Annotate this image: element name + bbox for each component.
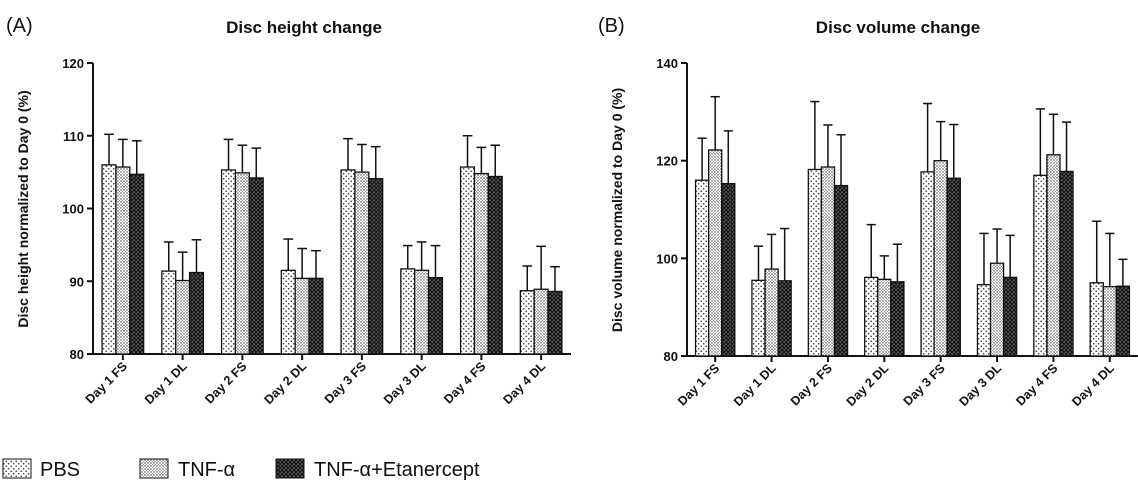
panel-b-bar-tnf-etanercept (1002, 276, 1018, 357)
panel-a-y-tick-label: 120 (62, 56, 84, 71)
panel-a-bar-tnf-etanercept (547, 290, 563, 355)
panel-a-x-tick-label: Day 1 DL (142, 359, 190, 407)
panel-a-x-tick-label: Day 4 DL (501, 359, 549, 407)
panel-b-x-tick-label: Day 2 FS (788, 361, 835, 408)
panel-a-bar-pbs (459, 166, 476, 355)
panel-b-y-tick-label: 100 (656, 251, 678, 266)
legend-swatch-tnf-etanercept (275, 458, 305, 479)
panel-a-x-tick-label: Day 3 FS (322, 359, 369, 406)
panel-b-bar-tnf (877, 278, 892, 357)
panel-a-bar-pbs (400, 268, 416, 355)
panel-b-x-tick-label: Day 3 FS (901, 361, 948, 408)
legend-label-tnf: TNF-α (178, 459, 235, 481)
panel-b-bar-tnf-etanercept (833, 184, 849, 357)
panel-b-bar-pbs (807, 168, 823, 357)
legend-swatch-pbs (2, 458, 32, 479)
panel-b-bar-tnf-etanercept (890, 281, 905, 357)
panel-b-bar-pbs (1033, 174, 1048, 357)
panel-a-bar-tnf-etanercept (188, 271, 205, 355)
panel-a-x-tick-label: Day 2 DL (262, 359, 310, 407)
panel-a-x-tick-label: Day 3 DL (381, 359, 429, 407)
panel-b-letter: (B) (598, 15, 625, 37)
panel-a-x-tick-label: Day 2 FS (202, 359, 249, 406)
panel-a-bar-pbs (340, 169, 356, 355)
panel-b-bar-tnf-etanercept (721, 182, 736, 357)
panel-a-title: Disc height change (226, 18, 382, 37)
panel-b-bar-tnf (1046, 154, 1061, 357)
panel-b-bar-tnf (820, 166, 836, 357)
panel-b: (B) Disc volume change Disc volume norma… (598, 15, 1138, 409)
panel-b-bar-tnf-etanercept (1115, 285, 1131, 357)
panel-b-bar-tnf-etanercept (1059, 170, 1074, 357)
panel-a-bar-pbs (161, 270, 177, 355)
panel-b-y-tick-label: 120 (656, 154, 678, 169)
panel-a-bar-tnf-etanercept (427, 276, 444, 355)
panel-b-bar-tnf (764, 268, 779, 357)
panel-b-x-tick-label: Day 3 DL (956, 361, 1004, 409)
panel-b-ylabel: Disc volume normalized to Day 0 (%) (609, 88, 625, 332)
panel-a-bar-tnf-etanercept (487, 175, 503, 355)
panel-a-y-tick-label: 80 (70, 347, 84, 362)
panel-b-bar-tnf (1102, 286, 1118, 357)
panel-b-title: Disc volume change (816, 18, 980, 37)
legend-label-pbs: PBS (40, 459, 80, 481)
panel-a-y-tick-label: 90 (70, 274, 84, 289)
panel-b-x-tick-label: Day 1 FS (675, 361, 722, 408)
panel-a-bar-tnf (354, 171, 370, 355)
panel-b-bar-pbs (694, 179, 710, 357)
panel-a: (A) Disc height change Disc height norma… (6, 15, 571, 407)
panel-b-bar-tnf-etanercept (946, 177, 961, 357)
panel-a-x-tick-label: Day 4 FS (441, 359, 488, 406)
panel-a-bar-tnf (234, 172, 250, 355)
panel-a-plot: 80 90 100 110 120 Day 1 FS Day 1 DL Day 2 FS Day… (62, 56, 571, 407)
legend-label-tnf-etanercept: TNF-α+Etanercept (314, 459, 480, 481)
panel-a-ylabel: Disc height normalized to Day 0 (%) (15, 90, 31, 327)
panel-b-x-tick-label: Day 4 DL (1069, 361, 1117, 409)
panel-b-bar-tnf-etanercept (777, 280, 792, 357)
panel-b-bar-pbs (976, 284, 992, 357)
panel-b-bar-tnf (707, 149, 723, 357)
panel-a-x-tick-label: Day 1 FS (83, 359, 130, 406)
panel-a-bar-pbs (101, 164, 117, 355)
panel-a-bar-tnf (473, 172, 489, 355)
panel-b-bar-pbs (920, 171, 935, 357)
panel-b-bar-tnf (989, 262, 1005, 357)
panel-b-bar-pbs (864, 276, 879, 357)
panel-b-plot: 80 100 120 140 Day 1 FS Day 1 DL Day 2 FS Day 2… (656, 56, 1138, 409)
panel-a-bar-tnf (414, 269, 430, 355)
panel-b-bar-tnf (933, 160, 948, 357)
panel-b-y-tick-label: 80 (664, 349, 678, 364)
panel-b-x-tick-label: Day 4 FS (1013, 361, 1060, 408)
legend-swatch-tnf (139, 458, 169, 479)
panel-a-bar-tnf-etanercept (308, 277, 324, 355)
panel-b-x-tick-label: Day 2 DL (844, 361, 892, 409)
panel-a-bar-tnf (175, 279, 191, 355)
panel-b-bar-pbs (1089, 282, 1104, 357)
panel-a-bar-tnf-etanercept (248, 177, 264, 355)
panel-b-x-tick-label: Day 1 DL (731, 361, 779, 409)
panel-a-bar-pbs (280, 269, 296, 355)
panel-a-bar-tnf (533, 288, 549, 355)
panel-a-bar-tnf-etanercept (368, 178, 384, 355)
panel-a-bar-pbs (220, 169, 237, 355)
panel-a-letter: (A) (6, 15, 33, 37)
panel-a-bar-tnf (115, 166, 131, 355)
panel-a-bar-tnf-etanercept (129, 173, 145, 355)
panel-a-bar-tnf (294, 277, 310, 355)
panel-a-y-tick-label: 110 (63, 129, 84, 144)
panel-a-bar-pbs (519, 290, 535, 355)
panel-b-bar-pbs (751, 279, 766, 357)
panel-b-y-tick-label: 140 (656, 56, 678, 71)
panel-a-y-tick-label: 100 (62, 202, 84, 217)
legend: PBS TNF-α TNF-α+Etanercept (2, 458, 480, 481)
